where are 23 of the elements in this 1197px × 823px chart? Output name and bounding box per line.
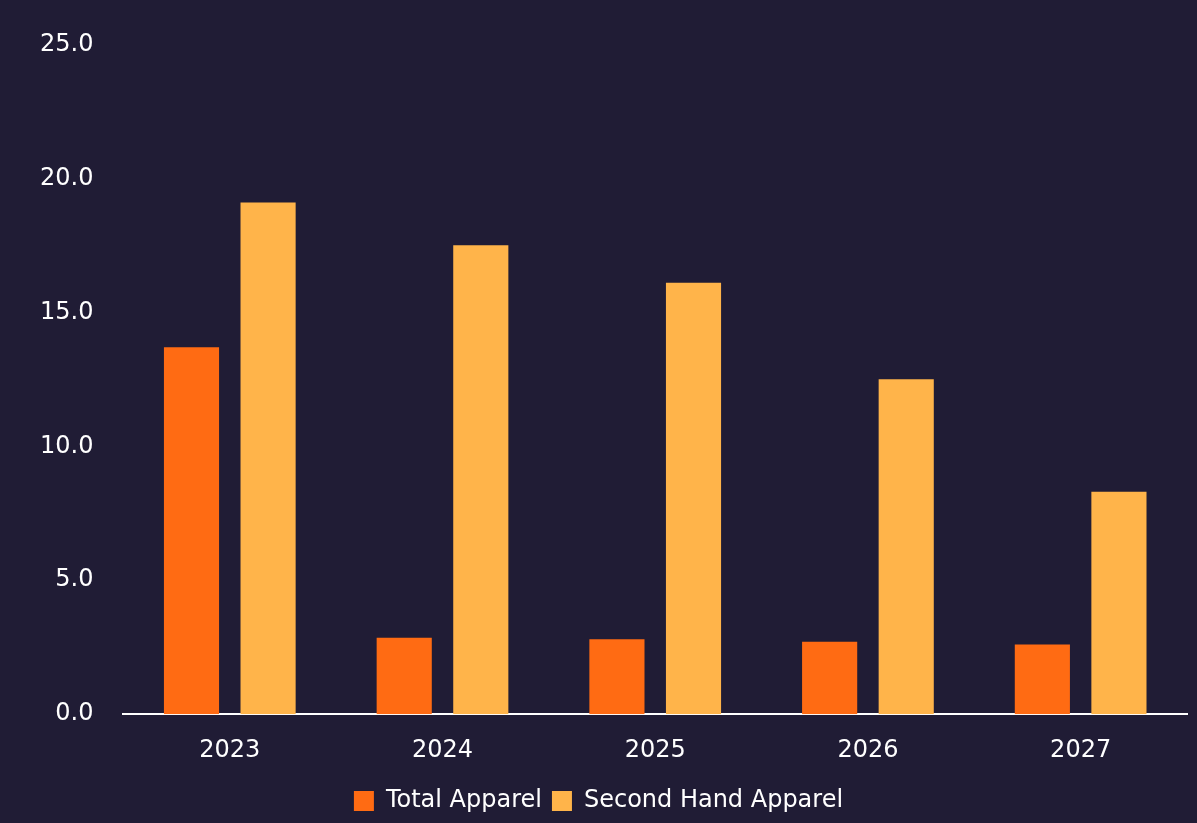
x-tick-label: 2026	[837, 734, 899, 763]
x-tick-label: 2023	[199, 734, 261, 763]
bar	[376, 637, 432, 715]
bar	[1091, 491, 1147, 715]
bar	[163, 347, 220, 715]
y-tick-label: 0.0	[55, 698, 94, 727]
y-tick-label: 5.0	[55, 564, 94, 593]
bar	[1014, 644, 1070, 715]
legend-label: Total Apparel	[384, 785, 542, 814]
x-tick-label: 2024	[411, 734, 474, 763]
bar	[665, 282, 722, 715]
y-tick-label: 20.0	[40, 162, 94, 191]
bar	[240, 202, 296, 715]
bar	[589, 639, 645, 715]
bar	[453, 245, 509, 715]
y-tick-label: 25.0	[40, 28, 94, 57]
y-tick-label: 15.0	[40, 296, 94, 325]
x-tick-label: 2027	[1050, 734, 1112, 763]
x-tick-label: 2025	[624, 734, 686, 763]
bar	[802, 641, 858, 715]
bar	[878, 379, 934, 715]
y-tick-label: 10.0	[40, 430, 94, 459]
legend-label: Second Hand Apparel	[583, 785, 844, 814]
